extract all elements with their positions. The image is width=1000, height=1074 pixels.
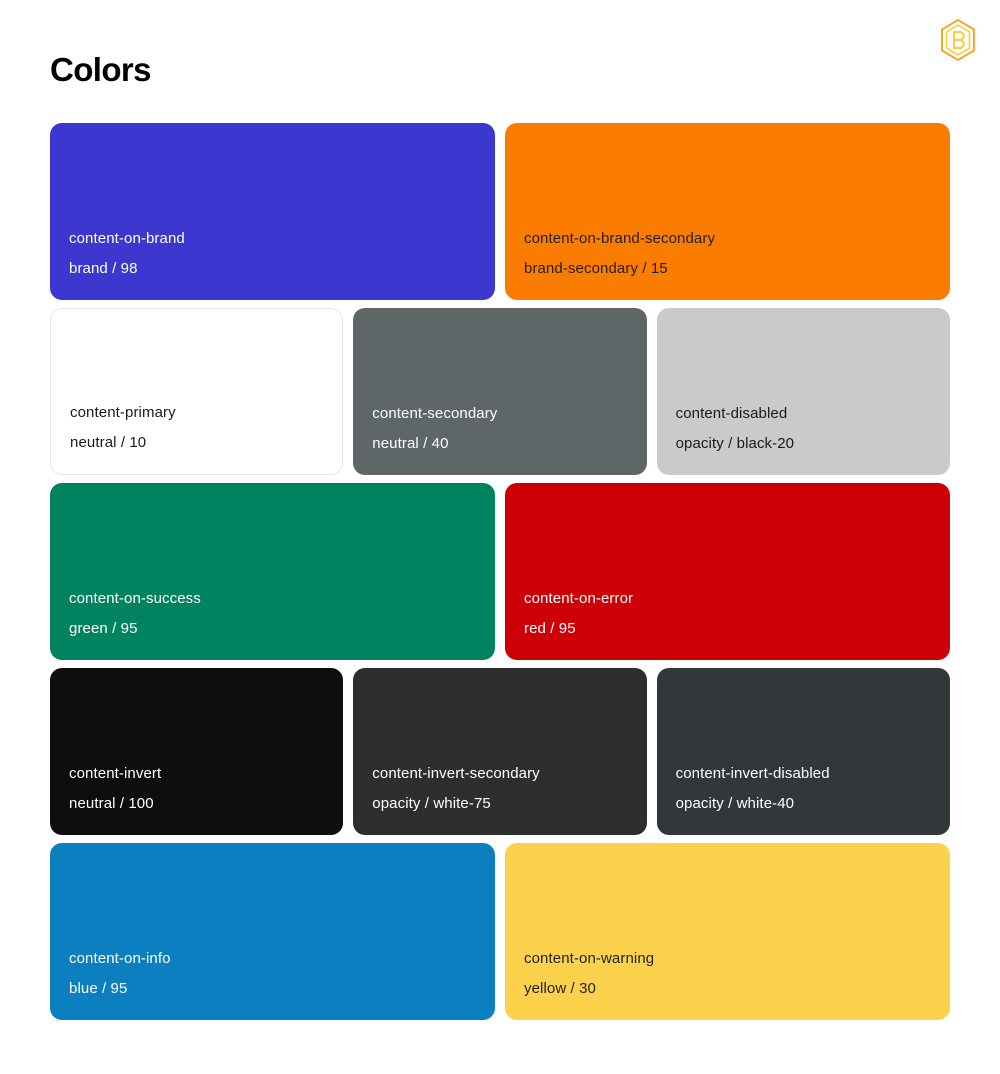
color-swatch-card[interactable]: content-invert-secondary opacity / white…	[353, 668, 647, 835]
color-swatch-card[interactable]: content-invert-disabled opacity / white-…	[656, 668, 950, 835]
swatch-name: content-on-success	[69, 590, 201, 607]
swatch-row: content-on-info blue / 95 content-on-war…	[50, 843, 950, 1020]
swatch-token: opacity / white-40	[675, 795, 795, 812]
swatch-name: content-invert-disabled	[675, 765, 830, 782]
swatch-row: content-invert neutral / 100 content-inv…	[50, 668, 950, 835]
swatch-name: content-on-info	[69, 950, 171, 967]
swatch-token: opacity / black-20	[675, 435, 795, 452]
color-swatch-card[interactable]: content-on-success green / 95	[50, 483, 495, 660]
swatch-token: yellow / 30	[524, 980, 596, 997]
swatch-token: red / 95	[524, 620, 576, 637]
swatch-token: neutral / 10	[70, 434, 147, 451]
swatch-name: content-on-error	[524, 590, 634, 607]
swatch-name: content-invert-secondary	[372, 765, 540, 782]
color-swatch-card[interactable]: content-on-error red / 95	[505, 483, 950, 660]
swatch-token: brand-secondary / 15	[524, 260, 668, 277]
hexagon-b-logo-icon	[934, 16, 982, 64]
swatch-token: blue / 95	[69, 980, 128, 997]
page-header: Colors	[0, 0, 1000, 110]
swatch-name: content-invert	[69, 765, 162, 782]
swatch-name: content-on-brand	[69, 230, 185, 247]
swatch-token: neutral / 100	[69, 795, 154, 812]
swatch-name: content-primary	[70, 404, 176, 421]
color-swatch-card[interactable]: content-on-info blue / 95	[50, 843, 495, 1020]
swatch-token: neutral / 40	[372, 435, 449, 452]
swatch-token: brand / 98	[69, 260, 138, 277]
swatch-name: content-disabled	[675, 405, 788, 422]
color-swatch-card[interactable]: content-secondary neutral / 40	[353, 308, 647, 475]
color-swatch-card[interactable]: content-on-warning yellow / 30	[505, 843, 950, 1020]
swatch-token: green / 95	[69, 620, 138, 637]
swatch-name: content-on-warning	[524, 950, 655, 967]
color-swatch-card[interactable]: content-on-brand brand / 98	[50, 123, 495, 300]
swatch-name: content-secondary	[372, 405, 498, 422]
swatch-row: content-primary neutral / 10 content-sec…	[50, 308, 950, 475]
color-swatch-card[interactable]: content-invert neutral / 100	[50, 668, 344, 835]
color-swatch-card[interactable]: content-primary neutral / 10	[50, 308, 344, 475]
swatch-row: content-on-success green / 95 content-on…	[50, 483, 950, 660]
swatch-row: content-on-brand brand / 98 content-on-b…	[50, 123, 950, 300]
color-swatch-card[interactable]: content-disabled opacity / black-20	[656, 308, 950, 475]
swatch-name: content-on-brand-secondary	[524, 230, 716, 247]
swatch-token: opacity / white-75	[372, 795, 491, 812]
color-swatch-card[interactable]: content-on-brand-secondary brand-seconda…	[505, 123, 950, 300]
color-swatch-grid: content-on-brand brand / 98 content-on-b…	[50, 123, 950, 1028]
page-title: Colors	[50, 51, 152, 88]
